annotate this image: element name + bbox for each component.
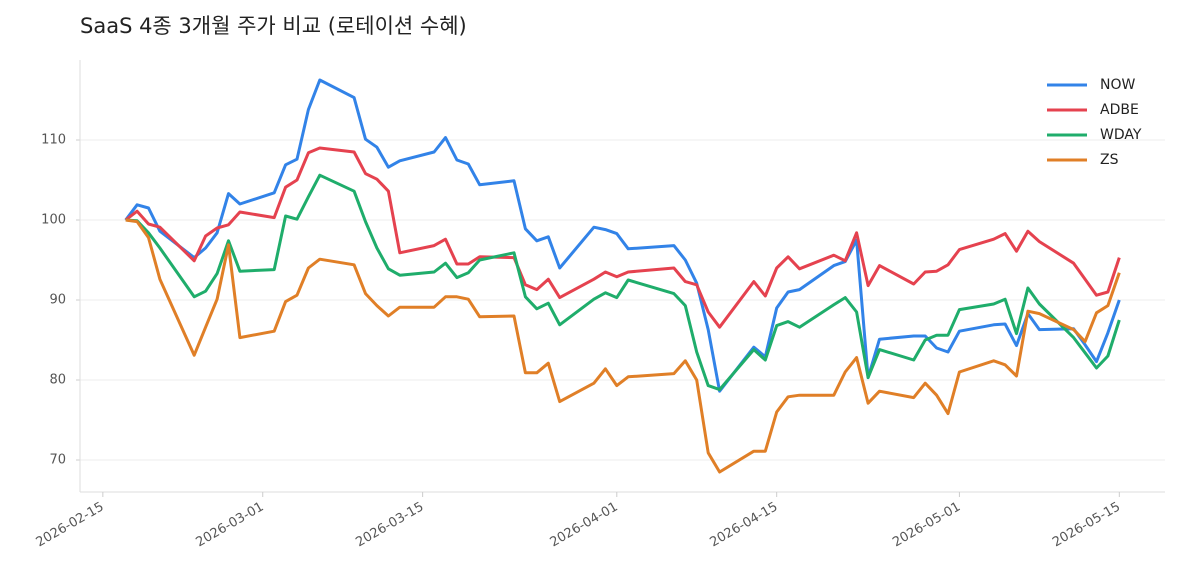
y-tick-label: 100 [41, 213, 66, 228]
y-tick-label: 80 [49, 373, 66, 388]
x-tick-label: 2026-03-01 [194, 500, 267, 551]
legend-text: WDAY [1100, 127, 1142, 143]
x-tick-label: 2026-05-01 [890, 500, 963, 551]
legend-text: NOW [1100, 77, 1135, 93]
x-tick-label: 2026-02-15 [34, 500, 107, 551]
chart-title: SaaS 4종 3개월 주가 비교 (로테이션 수혜) [80, 14, 467, 38]
legend-text: ZS [1100, 152, 1119, 168]
series-line [124, 78, 1121, 393]
y-tick-label: 90 [49, 293, 66, 308]
x-tick-label: 2026-03-15 [353, 500, 426, 551]
series-line [124, 146, 1121, 329]
series-line [125, 173, 1121, 392]
y-tick-label: 70 [49, 453, 66, 468]
y-tick-label: 110 [41, 133, 66, 148]
series-line [125, 218, 1121, 474]
x-tick-label: 2026-05-15 [1050, 500, 1123, 551]
x-tick-label: 2026-04-01 [548, 500, 621, 551]
x-tick-label: 2026-04-15 [707, 500, 780, 551]
legend-text: ADBE [1100, 102, 1139, 118]
